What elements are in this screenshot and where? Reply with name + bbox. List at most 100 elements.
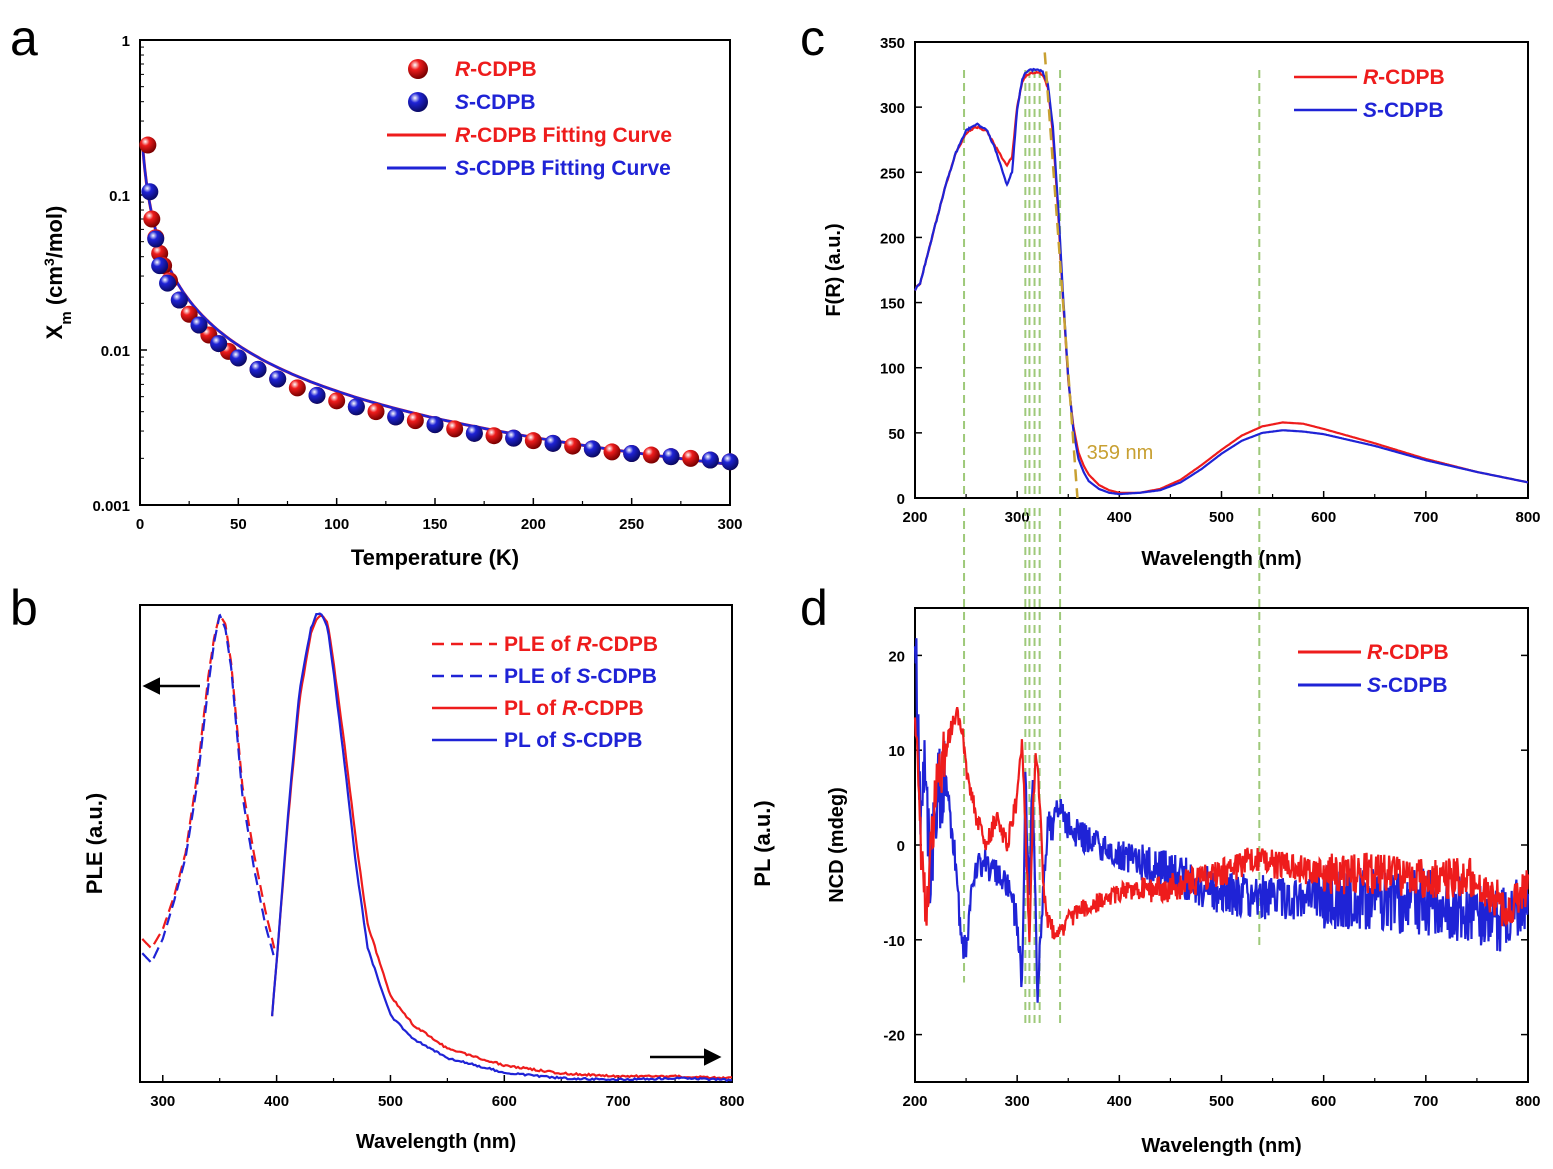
- panel-a-point-R: [139, 136, 157, 154]
- panel-a-legend-label: S-CDPB: [455, 91, 536, 114]
- panel-c-ytick-label: 200: [880, 230, 905, 247]
- panel-a-point-S: [544, 434, 562, 452]
- panel-label-b: b: [10, 580, 38, 636]
- panel-a-point-S: [662, 448, 680, 466]
- panel-b-xtick-label: 600: [492, 1093, 517, 1110]
- panel-a-xtick-label: 0: [136, 516, 144, 533]
- panel-label-a: a: [10, 10, 38, 66]
- panel-c-series-S: [914, 67, 1529, 496]
- panel-b-legend-label: PL of R-CDPB: [504, 697, 644, 720]
- panel-b-xtick-label: 700: [606, 1093, 631, 1110]
- panel-c-ytick-label: 0: [897, 491, 905, 508]
- panel-a-point-S: [308, 386, 326, 404]
- panel-a-legend-marker: [408, 92, 428, 112]
- panel-a-point-R: [143, 210, 161, 228]
- panel-a-xtick-label: 100: [324, 516, 349, 533]
- panel-c-ytick-label: 50: [888, 426, 905, 443]
- panel-c-legend-label: S-CDPB: [1363, 99, 1444, 122]
- panel-b-legend-label: PLE of R-CDPB: [504, 633, 658, 656]
- panel-a-xlabel: Temperature (K): [351, 545, 519, 570]
- panel-label-d: d: [800, 580, 828, 636]
- panel-b-legend-label: PL of S-CDPB: [504, 729, 642, 752]
- panel-a-legend-label: S-CDPB Fitting Curve: [455, 157, 671, 180]
- panel-a-xtick-label: 50: [230, 516, 247, 533]
- panel-a-legend-label: R-CDPB Fitting Curve: [455, 124, 672, 147]
- panel-a-point-S: [426, 416, 444, 434]
- panel-a-legend-marker: [408, 59, 428, 79]
- panel-d-series-R: [913, 706, 1530, 943]
- panel-d-ytick-label: 20: [888, 648, 905, 665]
- panel-c-ytick-label: 300: [880, 100, 905, 117]
- panel-a-xtick-label: 300: [717, 516, 742, 533]
- panel-d-chart: 200 300 400 500 600 700 800 -20 -10 0 10 20 Waveleng…: [826, 508, 1541, 1157]
- panel-d-legend-label: R-CDPB: [1367, 641, 1449, 664]
- panel-a-point-S: [583, 440, 601, 458]
- panel-a-point-S: [269, 370, 287, 388]
- panel-a-point-R: [682, 449, 700, 467]
- panel-d-ytick-label: -10: [883, 933, 905, 950]
- panel-b-series-2: [141, 613, 276, 965]
- panel-a-point-S: [347, 398, 365, 416]
- panel-a-xtick-label: 250: [619, 516, 644, 533]
- panel-b-ylabel-right: PL (a.u.): [750, 800, 775, 886]
- panel-c-legend-label: R-CDPB: [1363, 66, 1445, 89]
- panel-d-xtick-label: 300: [1005, 1093, 1030, 1110]
- panel-c-xtick-label: 500: [1209, 509, 1234, 526]
- panel-a-point-R: [642, 446, 660, 464]
- panel-c-ytick-label: 150: [880, 296, 905, 313]
- panel-b-ylabel-left: PLE (a.u.): [82, 793, 107, 894]
- panel-a-point-S: [141, 183, 159, 201]
- panel-d-xtick-label: 800: [1515, 1093, 1540, 1110]
- panel-a-point-S: [249, 360, 267, 378]
- panel-a-point-S: [151, 257, 169, 275]
- panel-c-chart: 200 300 400 500 600 700 800 0 50 100 150 200 250 300 3…: [823, 35, 1541, 570]
- panel-d-xtick-label: 500: [1209, 1093, 1234, 1110]
- panel-a-point-S: [147, 230, 165, 248]
- panel-a-point-S: [229, 349, 247, 367]
- panel-c-xtick-label: 700: [1413, 509, 1438, 526]
- panel-c-annotation: 359 nm: [1087, 442, 1154, 464]
- panel-a-point-S: [623, 444, 641, 462]
- panel-c-xtick-label: 600: [1311, 509, 1336, 526]
- panel-b-xtick-label: 400: [264, 1093, 289, 1110]
- panel-a-chart: 0 50 100 150 200 250 300 0.001 0.01 0.1 1 Temperatu…: [41, 33, 743, 570]
- panel-b-xtick-label: 300: [150, 1093, 175, 1110]
- panel-a-point-S: [170, 291, 188, 309]
- panel-c-tangent-line: [1043, 52, 1079, 499]
- panel-c-ytick-label: 250: [880, 165, 905, 182]
- panel-a-point-S: [721, 453, 739, 471]
- panel-b-xtick-label: 500: [378, 1093, 403, 1110]
- panel-a-point-S: [210, 335, 228, 353]
- panel-b-legend-label: PLE of S-CDPB: [504, 665, 657, 688]
- panel-c-xtick-label: 300: [1005, 509, 1030, 526]
- panel-a-point-S: [159, 274, 177, 292]
- panel-d-ylabel: NCD (mdeg): [826, 787, 848, 903]
- panel-b-xlabel: Wavelength (nm): [356, 1131, 516, 1153]
- panel-d-ytick-label: 10: [888, 743, 905, 760]
- panel-a-ytick-label: 0.001: [92, 498, 130, 515]
- panel-b-frame: [139, 604, 733, 1083]
- panel-c-xtick-label: 400: [1107, 509, 1132, 526]
- panel-a-point-R: [367, 403, 385, 421]
- panel-a-point-S: [387, 408, 405, 426]
- panel-a-point-R: [288, 379, 306, 397]
- panel-c-ytick-label: 100: [880, 361, 905, 378]
- panel-a-legend-label: R-CDPB: [455, 58, 537, 81]
- panel-a-point-R: [564, 437, 582, 455]
- panel-b-series-3: [271, 613, 732, 1081]
- panel-d-xlabel: Wavelength (nm): [1141, 1135, 1301, 1157]
- panel-a-point-R: [485, 427, 503, 445]
- panel-a-point-R: [406, 412, 424, 430]
- panel-b-series-4: [271, 612, 733, 1083]
- panel-c-ylabel: F(R) (a.u.): [823, 223, 845, 316]
- panel-b-series-1: [141, 613, 276, 951]
- panel-a-point-S: [701, 451, 719, 469]
- panel-a-point-R: [328, 392, 346, 410]
- panel-d-xtick-label: 200: [902, 1093, 927, 1110]
- panel-a-ytick-label: 1: [122, 33, 130, 50]
- panel-a-xtick-label: 150: [422, 516, 447, 533]
- panel-a-ylabel: Xm (cm3/mol): [41, 206, 75, 340]
- panel-a-point-R: [524, 432, 542, 450]
- panel-d-ytick-label: 0: [897, 838, 905, 855]
- panel-a-point-S: [190, 316, 208, 334]
